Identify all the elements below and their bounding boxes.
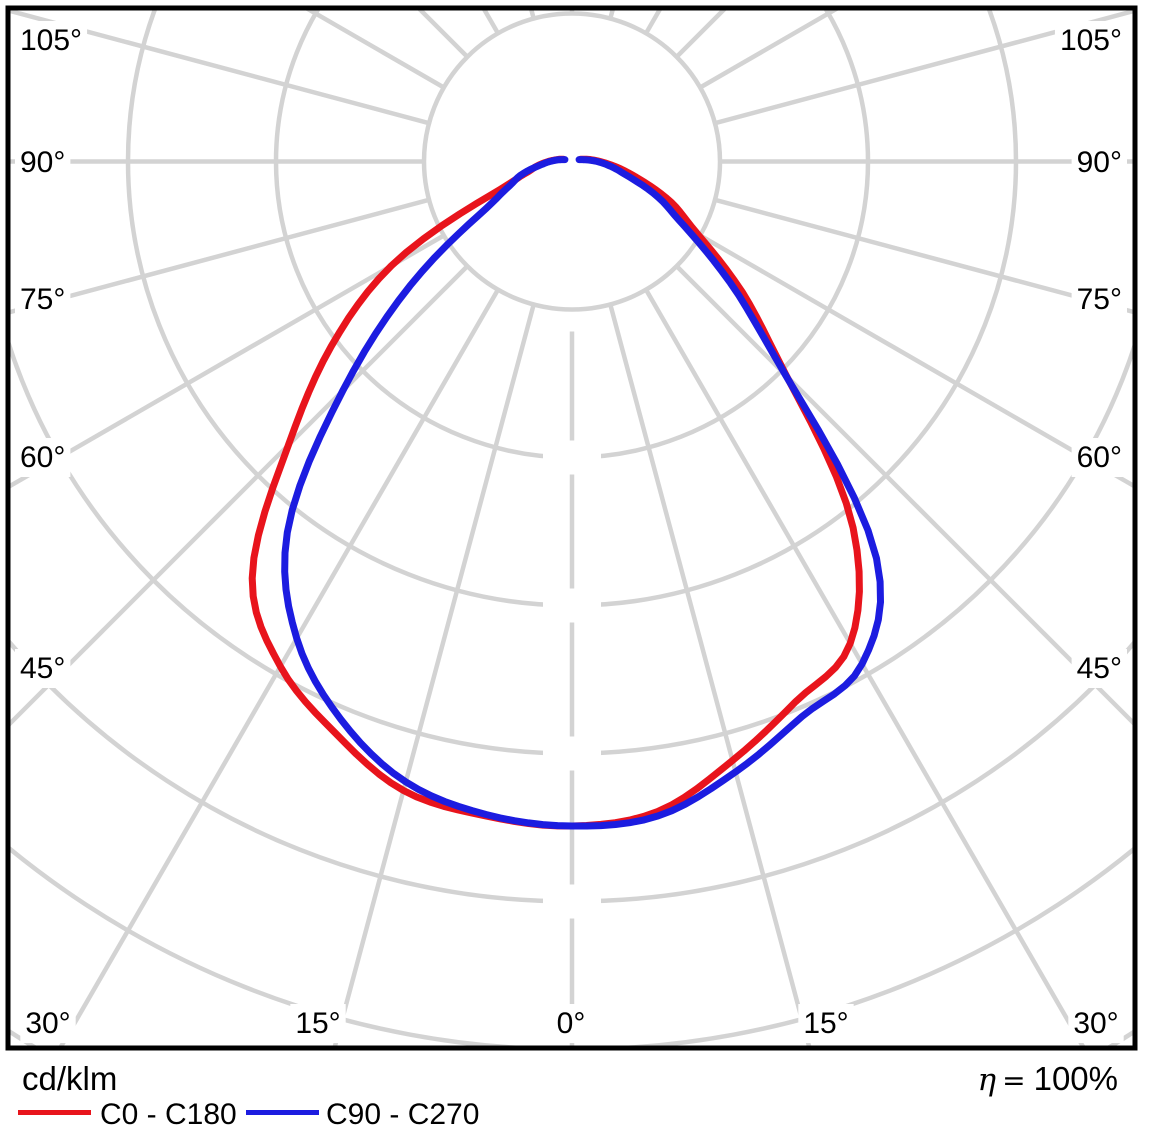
svg-text:30°: 30° <box>25 1007 70 1040</box>
svg-text:45°: 45° <box>20 652 65 685</box>
svg-text:90°: 90° <box>1077 146 1122 179</box>
svg-text:75°: 75° <box>20 283 65 316</box>
svg-text:90°: 90° <box>20 146 65 179</box>
svg-text:60°: 60° <box>1077 441 1122 474</box>
svg-text:45°: 45° <box>1077 652 1122 685</box>
svg-text:15°: 15° <box>295 1007 340 1040</box>
svg-text:15°: 15° <box>803 1007 848 1040</box>
svg-text:75°: 75° <box>1077 283 1122 316</box>
svg-text:105°: 105° <box>1060 24 1122 57</box>
svg-text:0°: 0° <box>557 1007 586 1040</box>
svg-text:60°: 60° <box>20 441 65 474</box>
svg-text:30°: 30° <box>1073 1007 1118 1040</box>
svg-text:105°: 105° <box>20 24 82 57</box>
